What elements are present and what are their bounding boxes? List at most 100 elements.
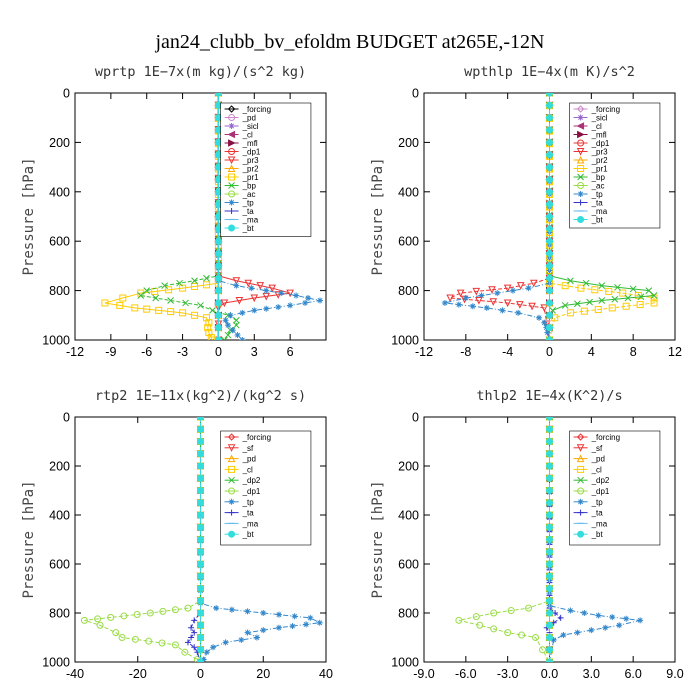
data-point <box>224 331 232 339</box>
legend-label: _ac <box>591 182 605 191</box>
data-point <box>455 301 462 308</box>
data-point <box>143 305 151 313</box>
data-point <box>541 319 548 326</box>
chart-panel-2: wpthlp 1E−4x(m K)/s^2 Pressure [hPa] -12 -8… <box>370 64 682 359</box>
data-point <box>490 609 498 617</box>
data-point <box>594 306 602 314</box>
data-point <box>532 634 540 641</box>
data-point <box>469 303 476 310</box>
data-point <box>263 287 270 294</box>
data-point <box>233 282 240 289</box>
data-point <box>591 286 599 294</box>
data-point <box>214 274 222 282</box>
legend-marker <box>228 487 236 495</box>
data-point <box>197 523 204 531</box>
data-point <box>286 289 294 298</box>
data-point <box>515 309 522 316</box>
data-point <box>197 560 204 568</box>
data-point <box>546 474 553 482</box>
y-tick-label: 600 <box>49 235 70 249</box>
legend-label: _tp <box>591 498 604 507</box>
data-point <box>525 285 532 292</box>
data-point <box>197 646 204 654</box>
data-point <box>503 299 512 308</box>
data-point <box>214 93 222 97</box>
data-point <box>287 302 294 309</box>
legend-label: _dp1 <box>242 148 261 157</box>
data-point <box>222 639 229 646</box>
data-point <box>179 284 187 292</box>
data-point <box>546 646 553 654</box>
data-point <box>197 609 204 617</box>
data-point <box>248 285 255 292</box>
data-point <box>118 634 126 641</box>
data-point <box>133 610 141 618</box>
data-point <box>204 324 212 332</box>
data-point <box>634 292 642 300</box>
data-point <box>475 296 483 305</box>
y-axis-label: Pressure [hPa] <box>370 157 386 275</box>
data-point <box>289 623 296 630</box>
data-point <box>214 311 222 319</box>
data-point <box>546 138 553 146</box>
chart-panel-4: thlp2 1E−4x(K^2)/s Pressure [hPa] -9.0 -6.0… <box>370 388 684 681</box>
data-point <box>608 304 616 312</box>
legend-box <box>220 430 312 546</box>
data-point <box>158 639 166 647</box>
data-point <box>200 656 207 662</box>
legend-label: _ma <box>242 216 259 225</box>
legend-marker <box>228 208 235 214</box>
panel-title: rtp2 1E−11x(kg^2)/(kg^2 s) <box>95 388 306 404</box>
data-point <box>483 304 490 311</box>
y-tick-label: 1000 <box>42 656 70 670</box>
data-point <box>546 548 553 556</box>
y-tick-label: 1000 <box>42 334 70 348</box>
data-point <box>239 309 246 316</box>
legend-label: _cl <box>591 465 602 474</box>
data-point <box>598 282 606 290</box>
legend-marker <box>577 165 585 172</box>
chart-panel-3: rtp2 1E−11x(kg^2)/(kg^2 s) Pressure [hPa]… <box>21 388 333 681</box>
data-point <box>528 302 536 311</box>
data-point <box>546 597 553 605</box>
data-point <box>275 304 282 311</box>
data-point <box>191 277 198 285</box>
series-group <box>80 417 323 662</box>
data-point <box>546 621 553 629</box>
data-point <box>441 299 448 306</box>
data-point <box>581 610 588 616</box>
data-point <box>197 511 204 519</box>
data-point <box>516 301 524 309</box>
legend-label: _forcing <box>591 433 620 442</box>
y-tick-label: 600 <box>398 235 419 249</box>
data-point <box>546 425 553 433</box>
data-point <box>171 606 179 614</box>
data-point <box>291 613 298 620</box>
data-point <box>250 294 259 303</box>
y-tick-label: 0 <box>412 87 419 101</box>
data-point <box>566 309 574 317</box>
data-point <box>546 523 553 531</box>
legend-marker <box>576 148 585 156</box>
y-tick-label: 200 <box>398 136 419 150</box>
data-point <box>278 290 285 297</box>
legend-label: _bp <box>242 182 257 191</box>
data-point <box>209 307 216 314</box>
data-point <box>544 329 551 336</box>
data-point <box>456 289 465 298</box>
series-line-ta <box>546 417 562 662</box>
data-point <box>214 287 222 295</box>
legend-label: _forcing <box>591 105 620 114</box>
y-tick-label: 600 <box>49 558 70 572</box>
legend-marker <box>228 465 236 473</box>
data-point <box>205 329 213 337</box>
legend-marker <box>228 173 236 181</box>
legend-marker <box>576 122 585 130</box>
legend-box <box>569 102 661 229</box>
data-point <box>235 296 244 305</box>
legend: _forcing _sf _pd_cl _dp2 _dp1 _tp _ta_ma _bt <box>569 430 661 546</box>
legend-marker <box>227 164 236 172</box>
legend-label: _pr2 <box>591 156 609 165</box>
y-tick-label: 1000 <box>391 656 419 670</box>
legend-marker <box>577 199 584 206</box>
